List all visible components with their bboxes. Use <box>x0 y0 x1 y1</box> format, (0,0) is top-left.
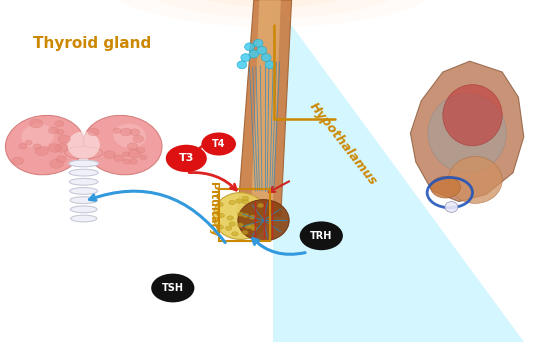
Circle shape <box>229 222 235 226</box>
Ellipse shape <box>445 202 458 212</box>
Polygon shape <box>238 0 292 216</box>
Ellipse shape <box>249 50 259 58</box>
Ellipse shape <box>12 157 24 165</box>
Ellipse shape <box>113 128 121 133</box>
Ellipse shape <box>30 119 43 128</box>
Ellipse shape <box>49 127 58 134</box>
Circle shape <box>242 199 249 204</box>
Ellipse shape <box>71 215 97 222</box>
Ellipse shape <box>241 54 251 62</box>
Circle shape <box>242 230 248 235</box>
Ellipse shape <box>137 147 145 153</box>
Circle shape <box>251 226 257 231</box>
Ellipse shape <box>257 46 267 54</box>
Circle shape <box>242 213 249 218</box>
Circle shape <box>300 221 343 250</box>
Circle shape <box>235 199 242 203</box>
Ellipse shape <box>70 179 98 185</box>
Ellipse shape <box>87 128 99 136</box>
Ellipse shape <box>113 124 146 148</box>
Ellipse shape <box>123 152 130 156</box>
Ellipse shape <box>58 135 70 143</box>
Polygon shape <box>251 0 281 209</box>
Ellipse shape <box>68 131 100 159</box>
Ellipse shape <box>127 143 138 150</box>
Circle shape <box>217 202 223 207</box>
Circle shape <box>217 225 224 229</box>
Ellipse shape <box>238 199 289 241</box>
Ellipse shape <box>104 0 442 27</box>
Ellipse shape <box>123 159 130 164</box>
Ellipse shape <box>19 144 27 149</box>
Ellipse shape <box>49 144 62 152</box>
Ellipse shape <box>448 157 502 203</box>
Ellipse shape <box>261 54 271 62</box>
Bar <box>219 189 270 241</box>
Text: T4: T4 <box>212 139 226 149</box>
Ellipse shape <box>178 0 367 7</box>
Ellipse shape <box>431 176 460 198</box>
Ellipse shape <box>104 151 116 158</box>
Ellipse shape <box>130 129 140 135</box>
Ellipse shape <box>69 169 98 176</box>
Circle shape <box>151 274 194 302</box>
Circle shape <box>258 203 264 208</box>
Circle shape <box>237 223 244 227</box>
Ellipse shape <box>245 43 254 51</box>
Ellipse shape <box>5 116 84 175</box>
Circle shape <box>249 215 256 219</box>
Ellipse shape <box>50 159 64 168</box>
Ellipse shape <box>128 149 141 158</box>
Circle shape <box>225 226 232 230</box>
Ellipse shape <box>69 160 98 167</box>
Ellipse shape <box>25 140 32 145</box>
Ellipse shape <box>57 130 64 134</box>
Circle shape <box>245 225 252 229</box>
Ellipse shape <box>140 155 147 159</box>
Text: TRH: TRH <box>310 231 333 241</box>
Ellipse shape <box>22 124 54 148</box>
Ellipse shape <box>55 144 68 152</box>
Circle shape <box>227 216 233 220</box>
Ellipse shape <box>265 61 275 69</box>
Circle shape <box>248 224 255 228</box>
Circle shape <box>229 201 235 205</box>
Ellipse shape <box>120 128 132 136</box>
Ellipse shape <box>65 147 103 159</box>
Polygon shape <box>273 0 524 342</box>
Ellipse shape <box>56 156 66 162</box>
Circle shape <box>237 212 244 216</box>
Circle shape <box>218 213 225 218</box>
Text: Thyroid gland: Thyroid gland <box>33 36 151 51</box>
Text: Hypothalamus: Hypothalamus <box>307 100 379 188</box>
Circle shape <box>166 145 207 172</box>
Ellipse shape <box>114 155 124 161</box>
Ellipse shape <box>237 61 247 69</box>
Ellipse shape <box>70 188 98 194</box>
Circle shape <box>232 232 238 236</box>
Ellipse shape <box>35 147 49 156</box>
Ellipse shape <box>443 85 502 146</box>
Circle shape <box>201 132 236 156</box>
Ellipse shape <box>133 135 144 143</box>
Ellipse shape <box>130 159 137 164</box>
Ellipse shape <box>55 121 64 127</box>
Ellipse shape <box>428 94 507 173</box>
Ellipse shape <box>253 39 263 47</box>
Ellipse shape <box>70 197 97 203</box>
Ellipse shape <box>83 116 162 175</box>
Text: T3: T3 <box>179 153 194 163</box>
Text: TSH: TSH <box>162 283 184 293</box>
Text: Pituitary: Pituitary <box>208 182 218 236</box>
Polygon shape <box>410 61 524 202</box>
Ellipse shape <box>138 0 408 18</box>
Circle shape <box>242 196 248 201</box>
Ellipse shape <box>33 144 41 149</box>
Ellipse shape <box>70 206 97 213</box>
Ellipse shape <box>213 193 267 239</box>
